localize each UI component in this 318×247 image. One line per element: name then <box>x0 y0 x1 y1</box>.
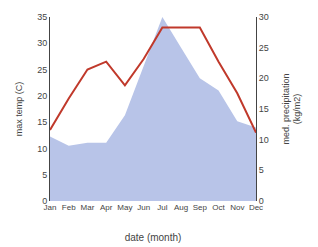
svg-text:20: 20 <box>259 73 269 83</box>
svg-text:Jul: Jul <box>157 203 167 212</box>
svg-text:30: 30 <box>259 12 269 22</box>
svg-text:Aug: Aug <box>174 203 188 212</box>
svg-text:35: 35 <box>37 12 47 22</box>
svg-text:date (month): date (month) <box>125 232 182 243</box>
svg-text:25: 25 <box>259 43 269 53</box>
svg-text:Feb: Feb <box>62 203 76 212</box>
svg-text:30: 30 <box>37 38 47 48</box>
svg-text:Sep: Sep <box>193 203 208 212</box>
svg-text:max temp (C): max temp (C) <box>14 82 24 137</box>
svg-text:0: 0 <box>259 196 264 206</box>
svg-text:10: 10 <box>259 135 269 145</box>
svg-text:10: 10 <box>37 144 47 154</box>
svg-text:15: 15 <box>37 117 47 127</box>
svg-text:Mar: Mar <box>81 203 95 212</box>
svg-text:5: 5 <box>42 170 47 180</box>
svg-text:0: 0 <box>42 196 47 206</box>
svg-text:20: 20 <box>37 91 47 101</box>
svg-text:25: 25 <box>37 65 47 75</box>
svg-text:Apr: Apr <box>100 203 113 212</box>
svg-text:5: 5 <box>259 165 264 175</box>
svg-text:Nov: Nov <box>230 203 244 212</box>
svg-text:Jun: Jun <box>137 203 150 212</box>
svg-text:Jan: Jan <box>44 203 57 212</box>
svg-text:med. precipitation(kg/m2): med. precipitation(kg/m2) <box>281 73 303 144</box>
svg-text:May: May <box>117 203 132 212</box>
svg-text:Dec: Dec <box>249 203 263 212</box>
svg-text:Oct: Oct <box>212 203 225 212</box>
svg-text:15: 15 <box>259 104 269 114</box>
